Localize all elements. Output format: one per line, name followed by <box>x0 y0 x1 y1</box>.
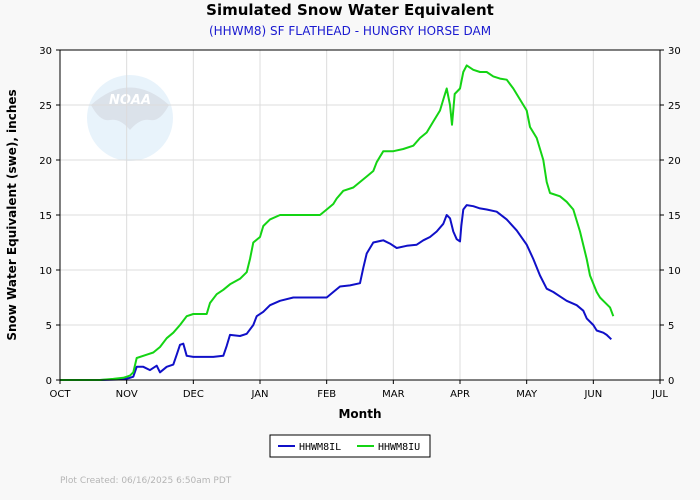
y-tick-label-right: 10 <box>668 266 681 277</box>
gridlines <box>60 50 660 380</box>
x-tick-label: MAY <box>516 389 538 400</box>
y-tick-label-left: 5 <box>46 321 52 332</box>
plot-created-footer: Plot Created: 06/16/2025 6:50am PDT <box>60 476 232 486</box>
y-axis-right: 0 5 10 15 20 25 30 <box>660 46 681 387</box>
series-line-hhwm8iu <box>60 64 615 381</box>
y-tick-label-left: 20 <box>39 156 52 167</box>
y-tick-label-right: 15 <box>668 211 681 222</box>
y-tick-label-left: 30 <box>39 46 52 57</box>
y-tick-label-right: 5 <box>668 321 674 332</box>
x-tick-label: JUL <box>651 389 668 400</box>
y-tick-label-right: 25 <box>668 101 681 112</box>
y-tick-label-right: 20 <box>668 156 681 167</box>
y-tick-label-left: 0 <box>46 376 52 387</box>
x-tick-label: MAR <box>382 389 404 400</box>
y-tick-label-left: 25 <box>39 101 52 112</box>
x-tick-label: OCT <box>50 389 72 400</box>
legend-label-il: HHWM8IL <box>299 442 341 453</box>
y-tick-label-right: 0 <box>668 376 674 387</box>
legend-box <box>269 434 431 458</box>
legend-label-iu: HHWM8IU <box>378 442 420 453</box>
series-layer <box>60 64 615 381</box>
x-tick-label: JUN <box>583 389 602 400</box>
logo-label: NOAA <box>109 93 151 108</box>
x-tick-label: JAN <box>250 389 268 400</box>
y-axis-label: Snow Water Equivalent (swe), inches <box>5 89 19 340</box>
y-tick-label-left: 15 <box>39 211 52 222</box>
y-axis-left: 0 5 10 15 20 25 30 <box>39 46 60 387</box>
chart-title: Simulated Snow Water Equivalent <box>206 1 494 19</box>
x-axis-label: Month <box>338 407 381 421</box>
x-tick-label: DEC <box>183 389 204 400</box>
x-tick-label: FEB <box>317 389 336 400</box>
chart-subtitle: (HHWM8) SF FLATHEAD - HUNGRY HORSE DAM <box>209 24 491 38</box>
series-line-hhwm8il <box>60 204 612 381</box>
legend: HHWM8IL HHWM8IU <box>269 434 431 458</box>
x-axis: OCT NOV DEC JAN FEB MAR APR MAY JUN JUL <box>50 380 668 400</box>
noaa-logo: NOAA <box>87 75 173 161</box>
x-tick-label: APR <box>450 389 470 400</box>
x-tick-label: NOV <box>116 389 138 400</box>
y-tick-label-right: 30 <box>668 46 681 57</box>
y-tick-label-left: 10 <box>39 266 52 277</box>
